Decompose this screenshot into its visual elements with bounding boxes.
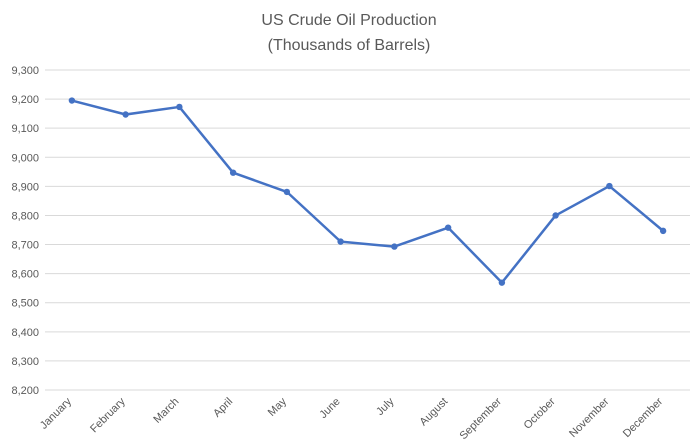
x-tick-label: January [38,395,75,432]
y-tick-label: 8,400 [11,327,39,339]
y-tick-label: 8,600 [11,269,39,281]
data-point [176,103,183,111]
y-tick-label: 8,800 [11,210,39,222]
x-tick-label: October [522,395,558,431]
series-line [71,99,664,284]
x-tick-label: June [317,396,342,421]
data-point [122,111,129,118]
x-axis-tick-labels: January February March April May June July Augu… [38,395,666,442]
data-point [391,243,398,250]
data-point [68,97,76,104]
y-tick-label: 9,000 [11,152,39,164]
y-tick-label: 9,100 [11,123,39,135]
data-point [498,279,506,286]
data-point [552,212,559,219]
data-point [606,182,613,190]
x-tick-label: March [151,396,181,426]
x-tick-label: February [88,395,128,435]
data-point [444,224,452,231]
data-point [659,227,667,235]
y-tick-label: 8,200 [11,385,39,397]
y-tick-label: 9,200 [11,94,39,106]
data-point [337,238,344,245]
gridlines [45,69,690,391]
x-tick-label: September [457,395,504,442]
data-point [283,188,291,196]
x-tick-label: July [374,395,397,418]
x-tick-label: December [621,395,666,440]
x-tick-label: May [266,395,290,419]
y-axis-tick-labels: 8,200 8,300 8,400 8,500 8,600 8,700 8,800 8,900… [11,65,39,397]
chart-title-line-1: US Crude Oil Production [261,12,436,29]
y-tick-label: 8,900 [11,181,39,193]
x-tick-label: November [567,395,612,440]
chart-title-line-2: (Thousands of Barrels) [268,37,431,54]
y-tick-label: 9,300 [11,65,39,77]
y-tick-label: 8,500 [11,298,39,310]
x-tick-label: August [418,396,451,429]
series-production [68,97,667,286]
data-point [229,169,237,176]
y-tick-label: 8,300 [11,356,39,368]
y-tick-label: 8,700 [11,240,39,252]
x-tick-label: April [211,396,235,420]
